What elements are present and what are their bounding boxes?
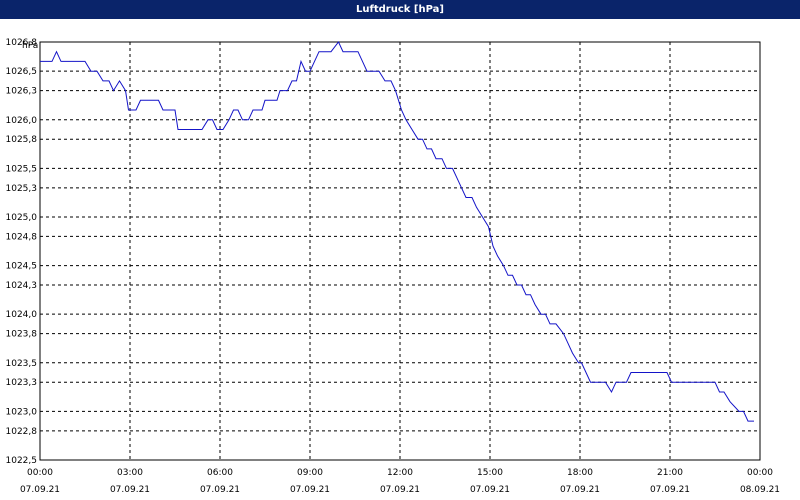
y-tick-label: 1026,0 xyxy=(6,116,38,126)
x-tick-time: 12:00 xyxy=(387,468,413,478)
y-axis-ticks: 1026,8 1026,5 1026,3 1026,0 1025,8 1025,5 1025… xyxy=(6,38,38,466)
x-tick-date: 08.09.21 xyxy=(740,485,780,495)
y-tick-label: 1022,5 xyxy=(6,456,38,466)
y-tick-label: 1026,5 xyxy=(6,67,38,77)
x-tick-time: 18:00 xyxy=(567,468,593,478)
y-tick-label: 1023,8 xyxy=(6,330,38,340)
y-tick-label: 1026,8 xyxy=(6,38,38,48)
x-tick-time: 21:00 xyxy=(657,468,683,478)
x-axis-ticks: 00:00 07.09.21 03:00 07.09.21 06:00 07.09.21 0… xyxy=(20,468,780,495)
x-tick-time: 09:00 xyxy=(297,468,323,478)
x-tick-time: 03:00 xyxy=(117,468,143,478)
x-tick-date: 07.09.21 xyxy=(470,485,510,495)
y-tick-label: 1025,3 xyxy=(6,184,38,194)
y-tick-label: 1024,3 xyxy=(6,281,38,291)
chart-grid xyxy=(40,41,760,461)
y-tick-label: 1024,0 xyxy=(6,310,38,320)
x-tick-date: 07.09.21 xyxy=(650,485,690,495)
x-tick-time: 06:00 xyxy=(207,468,233,478)
y-tick-label: 1022,8 xyxy=(6,427,38,437)
y-tick-label: 1023,0 xyxy=(6,407,38,417)
x-tick-time: 00:00 xyxy=(27,468,53,478)
pressure-line xyxy=(40,41,754,422)
window-title: Luftdruck [hPa] xyxy=(0,0,800,19)
x-tick-date: 07.09.21 xyxy=(200,485,240,495)
plot-area-border xyxy=(39,41,761,461)
y-tick-label: 1026,3 xyxy=(6,87,38,97)
y-tick-label: 1023,3 xyxy=(6,378,38,388)
y-tick-label: 1023,5 xyxy=(6,359,38,369)
y-tick-label: 1024,5 xyxy=(6,262,38,272)
x-tick-date: 07.09.21 xyxy=(20,485,60,495)
x-tick-time: 00:00 xyxy=(747,468,773,478)
x-tick-date: 07.09.21 xyxy=(380,485,420,495)
x-tick-date: 07.09.21 xyxy=(290,485,330,495)
y-tick-label: 1024,8 xyxy=(6,232,38,242)
y-tick-label: 1025,5 xyxy=(6,164,38,174)
y-tick-label: 1025,8 xyxy=(6,135,38,145)
x-tick-date: 07.09.21 xyxy=(110,485,150,495)
x-tick-time: 15:00 xyxy=(477,468,503,478)
y-tick-label: 1025,0 xyxy=(6,213,38,223)
y-axis-unit-label: hPa xyxy=(22,41,38,51)
x-tick-date: 07.09.21 xyxy=(560,485,600,495)
